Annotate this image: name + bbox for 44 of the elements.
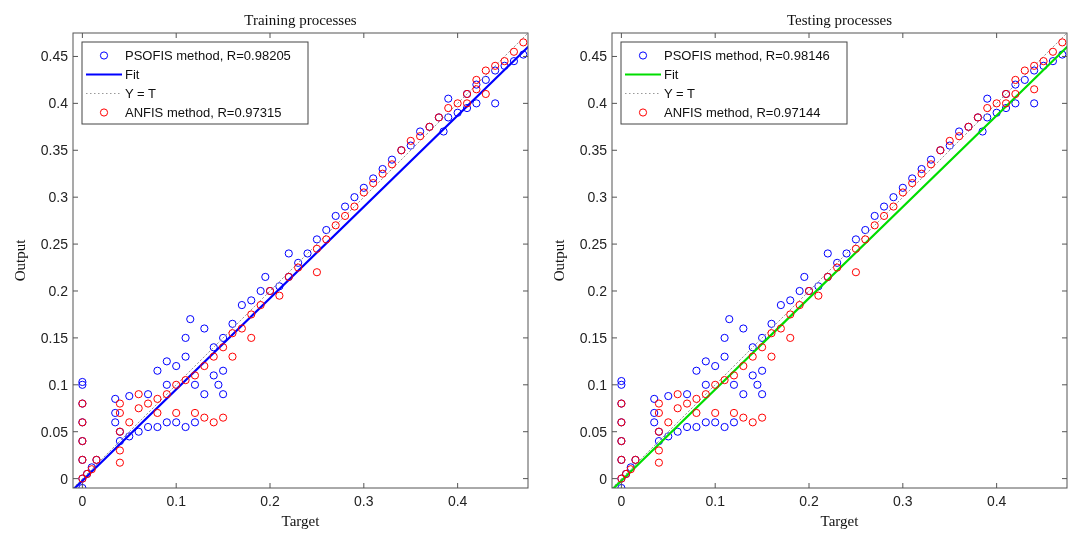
x-axis-title: Target [281, 513, 321, 529]
chart-title: Training processes [244, 12, 357, 28]
y-tick-label: 0.05 [579, 423, 608, 440]
x-tick-label: 0.4 [447, 493, 468, 509]
y-tick-label: 0.15 [579, 329, 608, 346]
y-tick-label: 0.4 [587, 95, 608, 112]
y-axis-title: Output [12, 238, 28, 282]
y-tick-label: 0.2 [587, 282, 608, 299]
legend-label: PSOFIS method, R=0.98205 [125, 48, 291, 64]
x-tick-label: 0.1 [166, 493, 187, 509]
y-tick-label: 0.35 [40, 142, 69, 159]
y-tick-label: 0.2 [48, 282, 69, 299]
y-tick-label: 0.05 [40, 423, 69, 440]
x-tick-label: 0 [78, 493, 87, 509]
x-tick-label: 0.4 [986, 493, 1007, 509]
legend-label: Fit [125, 67, 140, 83]
x-tick-label: 0.1 [705, 493, 726, 509]
legend-label: PSOFIS method, R=0.98146 [664, 48, 830, 64]
y-tick-label: 0.4 [48, 95, 69, 112]
y-axis-title: Output [551, 238, 567, 282]
y-tick-label: 0.45 [40, 48, 69, 65]
x-tick-label: 0.3 [354, 493, 374, 509]
x-tick-label: 0.3 [893, 493, 913, 509]
x-tick-label: 0.2 [799, 493, 819, 509]
y-tick-label: 0 [60, 470, 69, 487]
y-tick-label: 0.35 [579, 142, 608, 159]
y-tick-label: 0 [599, 470, 608, 487]
y-tick-label: 0.25 [40, 235, 69, 252]
legend-label: Y = T [125, 86, 157, 102]
y-tick-label: 0.15 [40, 329, 69, 346]
legend-label: Y = T [664, 86, 696, 102]
x-tick-label: 0 [617, 493, 626, 509]
chart-title: Testing processes [786, 12, 893, 28]
legend-label: ANFIS method, R=0.97315 [125, 105, 282, 121]
x-axis-title: Target [820, 513, 860, 529]
y-tick-label: 0.1 [587, 376, 608, 393]
y-tick-label: 0.3 [587, 189, 608, 206]
y-tick-label: 0.25 [579, 235, 608, 252]
y-tick-label: 0.1 [48, 376, 69, 393]
y-tick-label: 0.45 [579, 48, 608, 65]
y-tick-label: 0.3 [48, 189, 69, 206]
legend-label: ANFIS method, R=0.97144 [664, 105, 821, 121]
x-tick-label: 0.2 [260, 493, 280, 509]
legend-label: Fit [664, 67, 679, 83]
